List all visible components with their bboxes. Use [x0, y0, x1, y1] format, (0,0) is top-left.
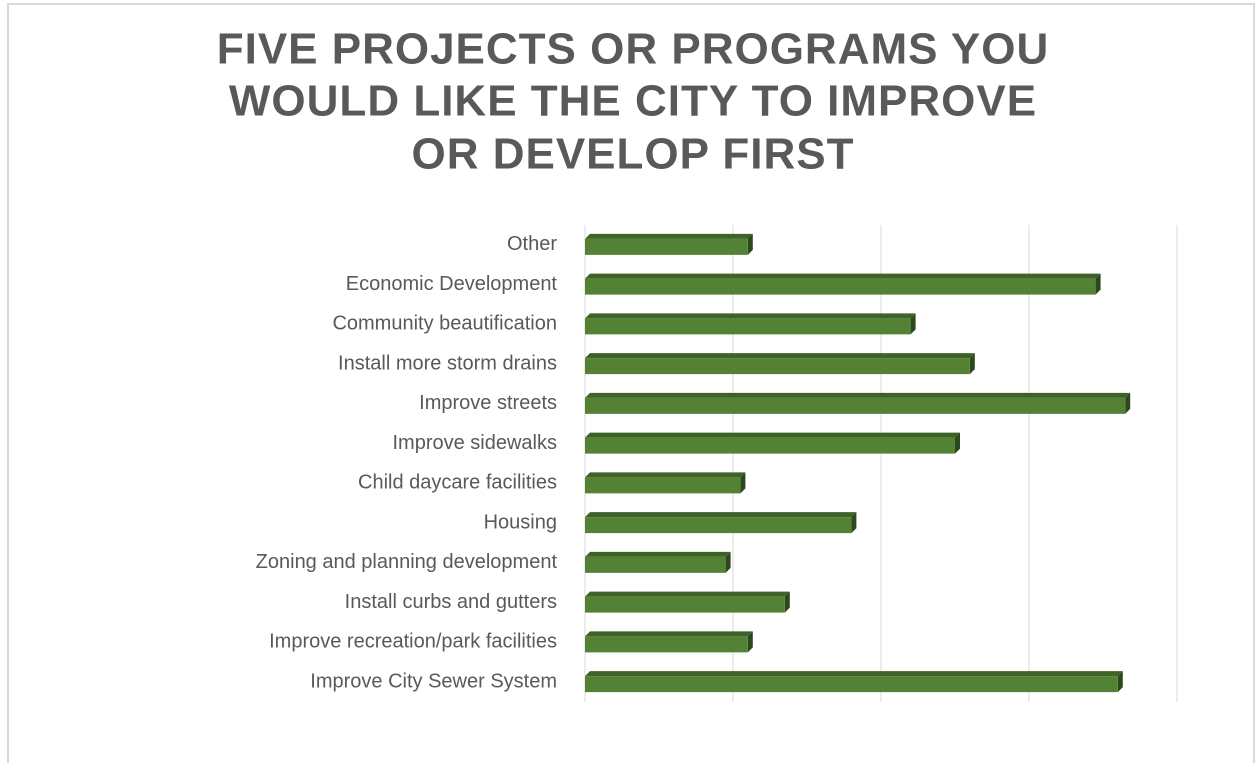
bar-face	[585, 556, 726, 573]
bar	[585, 671, 1123, 693]
bar-side	[910, 313, 916, 335]
bar-top	[585, 551, 731, 557]
bar-side	[969, 353, 975, 375]
bar-face	[585, 477, 741, 494]
bar-top	[585, 591, 790, 597]
bar-top	[585, 392, 1131, 398]
chart-border	[7, 3, 1255, 763]
bar-face	[585, 596, 785, 613]
bar-top	[585, 512, 857, 518]
bar-face	[585, 358, 970, 375]
bar-face	[585, 517, 852, 534]
bar-face	[585, 636, 748, 653]
bar	[585, 313, 916, 335]
bar-side	[955, 432, 960, 454]
chart-title: FIVE PROJECTS OR PROGRAMS YOU	[217, 25, 1050, 74]
bar-face	[585, 437, 955, 454]
bar-top	[585, 273, 1101, 279]
bar-top	[585, 313, 916, 319]
bar-face	[585, 238, 748, 255]
bar	[585, 432, 960, 454]
y-tick-label: Housing	[484, 511, 557, 533]
bar-face	[585, 676, 1118, 693]
y-tick-label: Community beautification	[332, 313, 557, 335]
y-tick-label: Child daycare facilities	[358, 472, 557, 494]
y-tick-label: Install curbs and gutters	[345, 591, 557, 613]
y-tick-label: Improve recreation/park facilities	[269, 631, 557, 653]
bar	[585, 591, 790, 613]
bar-side	[1117, 671, 1123, 693]
bar-face	[585, 397, 1126, 414]
bar-side	[784, 591, 790, 613]
bar-side	[1125, 392, 1131, 414]
bar-top	[585, 432, 960, 438]
y-tick-label: Zoning and planning development	[256, 551, 558, 573]
bar-top	[585, 631, 753, 637]
bar	[585, 392, 1131, 414]
bar-side	[1095, 273, 1101, 295]
bar-top	[585, 671, 1123, 677]
bar	[585, 273, 1101, 295]
y-tick-label: Improve sidewalks	[392, 432, 557, 454]
bar-side	[725, 551, 731, 573]
bar	[585, 551, 731, 573]
bar	[585, 472, 746, 494]
bar	[585, 631, 753, 653]
bar	[585, 233, 753, 255]
y-tick-label: Improve City Sewer System	[310, 670, 557, 692]
bar	[585, 512, 857, 534]
bar-side	[740, 472, 746, 494]
y-tick-label: Other	[507, 233, 557, 255]
y-tick-label: Install more storm drains	[338, 352, 557, 374]
bar-side	[851, 512, 857, 534]
bar-face	[585, 278, 1096, 295]
bar-top	[585, 233, 753, 239]
chart-title: OR DEVELOP FIRST	[411, 130, 854, 179]
bar-side	[747, 233, 753, 255]
y-tick-label: Improve streets	[419, 392, 557, 414]
bar-face	[585, 318, 911, 335]
y-tick-label: Economic Development	[346, 273, 558, 295]
bar-top	[585, 353, 975, 359]
bar-top	[585, 472, 746, 478]
bar-side	[747, 631, 753, 653]
bar	[585, 353, 975, 375]
chart-title: WOULD LIKE THE CITY TO IMPROVE	[229, 77, 1037, 126]
